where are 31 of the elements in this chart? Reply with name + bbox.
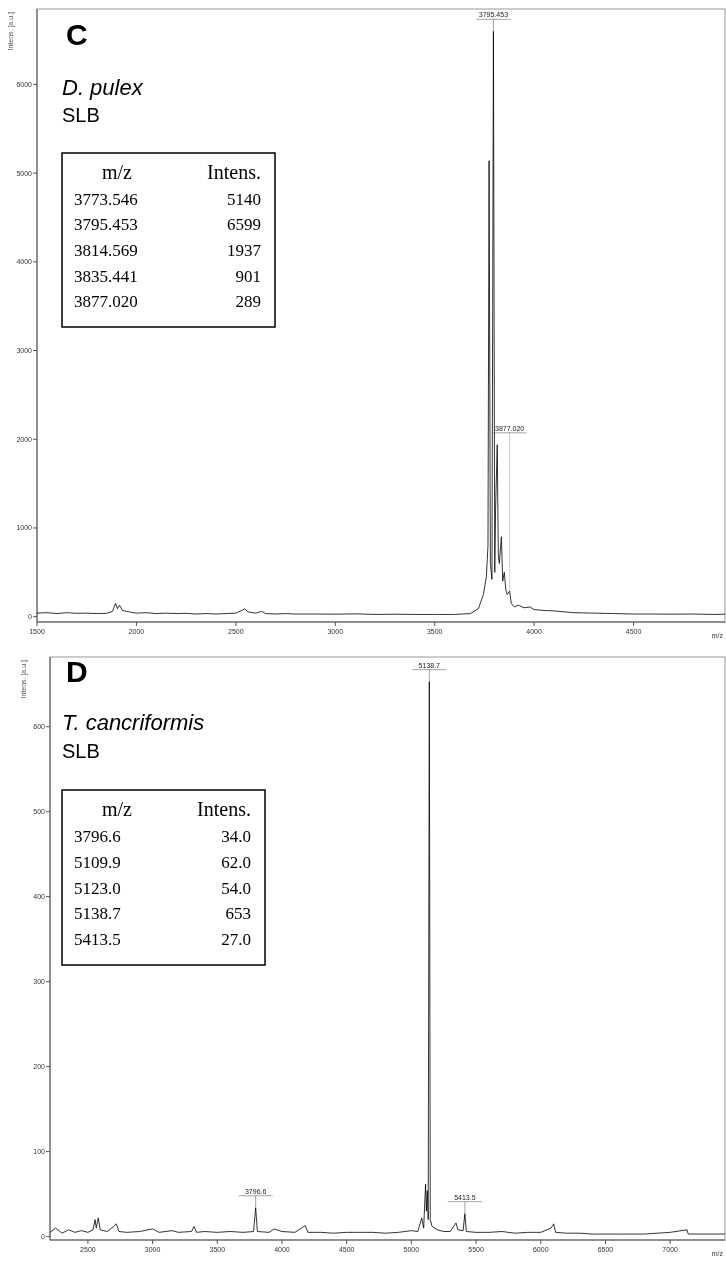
- annotation: 3795.453: [74, 215, 138, 235]
- annotation: 3835.441: [74, 266, 138, 286]
- annotation: 62.0: [221, 852, 251, 872]
- annotation: m/z: [102, 161, 133, 183]
- annotation: 3796.6: [74, 826, 121, 846]
- annotation: 5123.0: [74, 878, 121, 898]
- annotation: 289: [235, 292, 261, 312]
- chart-title: C: [66, 18, 88, 51]
- annotation: SLB: [62, 104, 100, 126]
- annotation: 5413.5: [74, 930, 121, 950]
- annotation: 6599: [227, 215, 261, 235]
- text: D. pulex: [62, 75, 144, 100]
- annotation: m/z: [102, 798, 133, 820]
- chart-title: D: [66, 655, 88, 688]
- annotation: 3877.020: [74, 292, 138, 312]
- annotation: 27.0: [221, 930, 251, 950]
- text: T. cancriformis: [62, 710, 205, 735]
- annotation: 653: [225, 904, 251, 924]
- annotation: 5109.9: [74, 852, 121, 872]
- annotation: 901: [235, 266, 261, 286]
- annotation: 54.0: [221, 878, 251, 898]
- annotation: 5140: [227, 189, 261, 209]
- line-series: [49, 681, 726, 1235]
- annotation: 3814.569: [74, 241, 138, 260]
- annotation: Intens.: [197, 798, 251, 820]
- annotation: 34.0: [221, 826, 251, 846]
- annotation: 5138.7: [74, 904, 122, 924]
- annotation: SLB: [62, 740, 100, 762]
- annotation: 1937: [227, 241, 262, 260]
- annotation: Intens.: [207, 161, 261, 183]
- annotation: 3773.546: [74, 189, 138, 209]
